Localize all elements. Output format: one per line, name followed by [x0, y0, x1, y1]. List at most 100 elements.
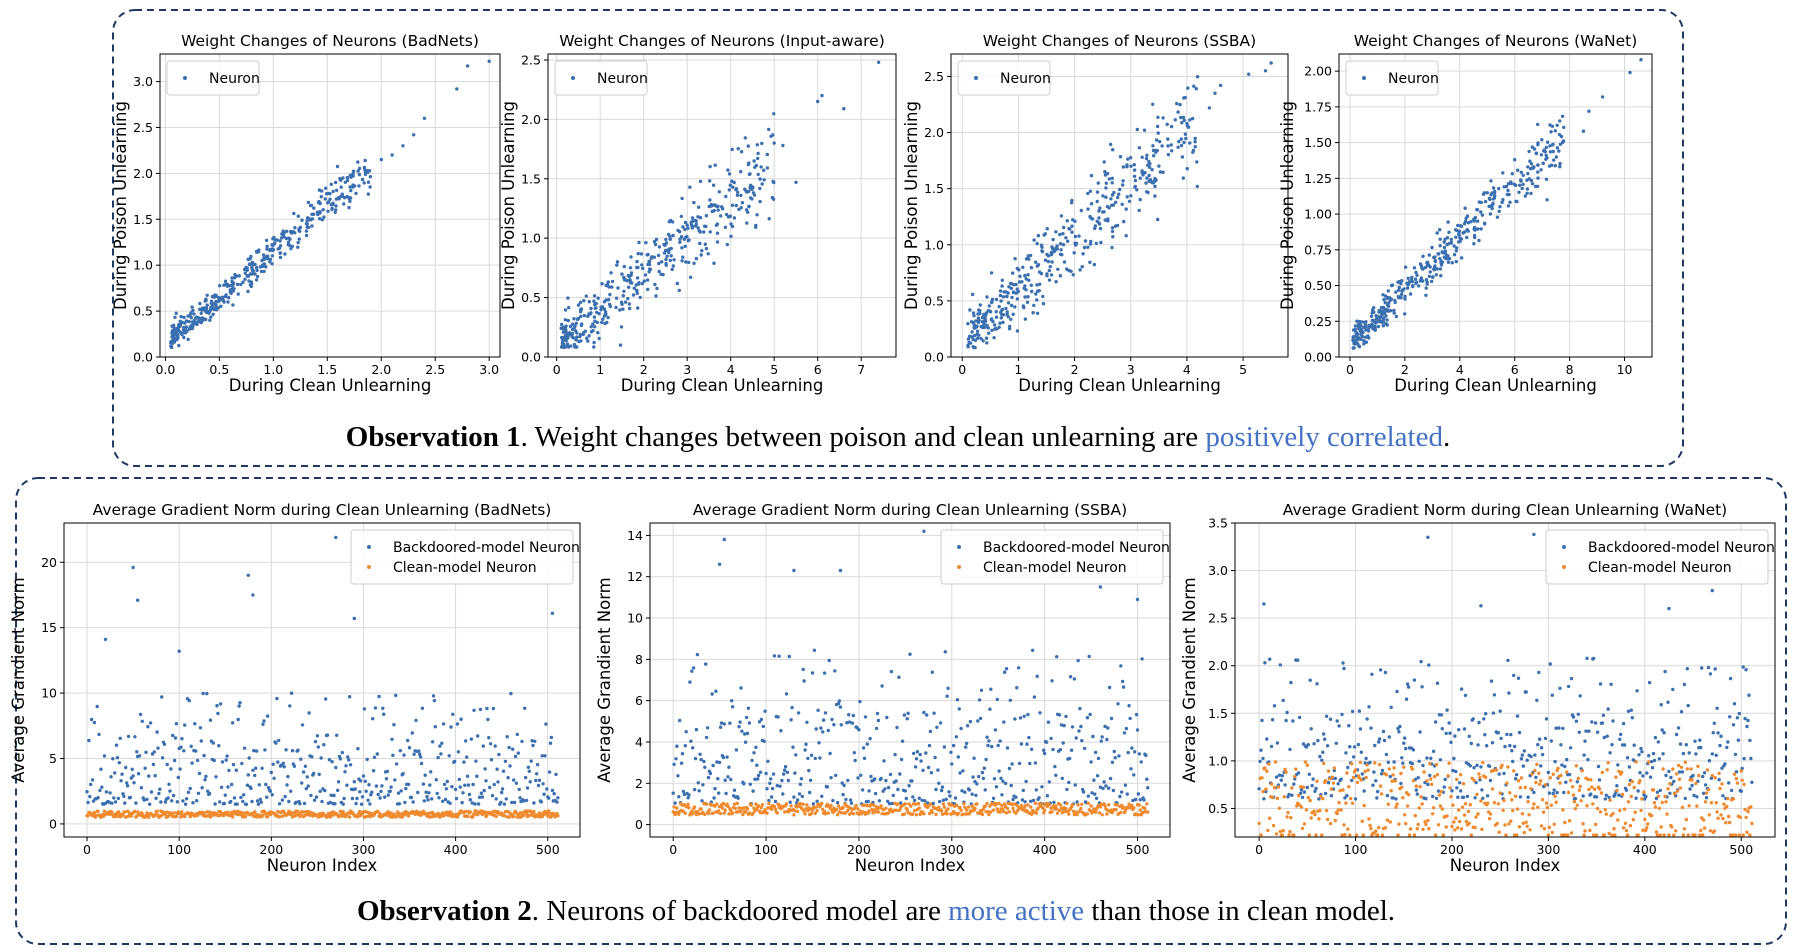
data-point: [1005, 312, 1009, 317]
data-point: [431, 694, 436, 698]
data-point: [756, 804, 761, 808]
data-point: [628, 306, 632, 311]
data-point: [945, 812, 949, 816]
data-point: [112, 796, 116, 800]
data-point: [1600, 95, 1605, 99]
data-point: [204, 317, 208, 322]
data-point: [357, 172, 362, 177]
data-point: [795, 805, 799, 809]
data-point: [1641, 774, 1645, 778]
data-point: [1276, 785, 1281, 789]
data-point: [1432, 774, 1437, 779]
data-point: [879, 804, 883, 808]
y-tick-label: 1.50: [1304, 135, 1332, 150]
data-point: [1109, 197, 1113, 201]
data-point: [210, 294, 215, 299]
data-point: [1001, 320, 1005, 324]
data-point: [984, 757, 988, 762]
chart-title: Average Gradient Norm during Clean Unlea…: [93, 501, 552, 519]
data-point: [1022, 286, 1026, 290]
data-point: [110, 801, 114, 805]
data-point: [226, 810, 230, 814]
data-point: [801, 667, 805, 672]
data-point: [1006, 301, 1011, 305]
data-point: [862, 756, 867, 760]
data-point: [1025, 809, 1029, 813]
data-point: [1064, 807, 1068, 811]
data-point: [1445, 236, 1450, 240]
data-point: [628, 278, 632, 283]
data-point: [1135, 188, 1139, 192]
data-point: [1571, 715, 1576, 719]
data-point: [1343, 796, 1347, 800]
data-point: [653, 242, 658, 247]
data-point: [482, 788, 486, 793]
data-point: [330, 206, 334, 211]
x-tick-label: 6: [814, 362, 822, 377]
data-point: [1443, 237, 1447, 241]
data-point: [505, 735, 509, 739]
data-point: [394, 693, 398, 698]
data-point: [715, 240, 720, 244]
data-point: [1462, 727, 1467, 731]
data-point: [1341, 661, 1345, 665]
data-point: [1328, 821, 1333, 826]
data-point: [876, 810, 881, 814]
data-point: [158, 787, 162, 791]
data-point: [1092, 778, 1096, 782]
data-point: [1526, 165, 1530, 169]
data-point: [1420, 685, 1424, 689]
data-point: [828, 751, 832, 756]
data-point: [747, 172, 752, 177]
data-point: [257, 783, 261, 787]
data-point: [767, 217, 771, 221]
data-point: [1504, 184, 1509, 189]
data-point: [771, 772, 776, 776]
data-point: [229, 799, 233, 804]
data-point: [1677, 770, 1682, 774]
data-point: [1097, 209, 1101, 213]
data-point: [389, 811, 393, 815]
data-point: [1368, 760, 1372, 765]
data-point: [717, 190, 721, 194]
data-point: [1451, 803, 1455, 807]
data-point: [517, 787, 521, 792]
data-point: [213, 802, 217, 806]
data-point: [316, 200, 321, 205]
data-point: [1487, 204, 1491, 209]
data-point: [341, 802, 345, 806]
data-point: [990, 297, 995, 301]
data-point: [1146, 810, 1150, 814]
data-point: [1278, 663, 1283, 667]
data-point: [539, 800, 543, 804]
data-point: [1140, 657, 1144, 661]
data-point: [1509, 819, 1513, 823]
data-point: [1570, 785, 1575, 789]
data-point: [1416, 822, 1420, 827]
data-point: [852, 751, 856, 755]
data-point: [182, 325, 186, 330]
data-point: [1098, 226, 1103, 231]
data-point: [1115, 223, 1120, 228]
data-point: [1394, 290, 1398, 294]
data-point: [1615, 784, 1619, 788]
data-point: [1379, 306, 1384, 310]
data-point: [1507, 691, 1511, 695]
data-point: [1692, 793, 1696, 798]
data-point: [281, 761, 285, 765]
data-point: [1520, 812, 1525, 816]
data-point: [1387, 767, 1392, 771]
data-point: [1465, 235, 1469, 240]
data-point: [1098, 206, 1102, 210]
data-point: [670, 267, 674, 272]
data-point: [488, 785, 492, 790]
data-point: [280, 798, 285, 802]
data-point: [1468, 764, 1473, 768]
data-point: [421, 782, 426, 786]
x-tick-label: 4: [1183, 362, 1191, 377]
data-point: [326, 209, 330, 213]
data-point: [1037, 289, 1041, 293]
data-point: [1262, 797, 1266, 801]
data-point: [280, 814, 285, 818]
data-point: [922, 812, 926, 816]
